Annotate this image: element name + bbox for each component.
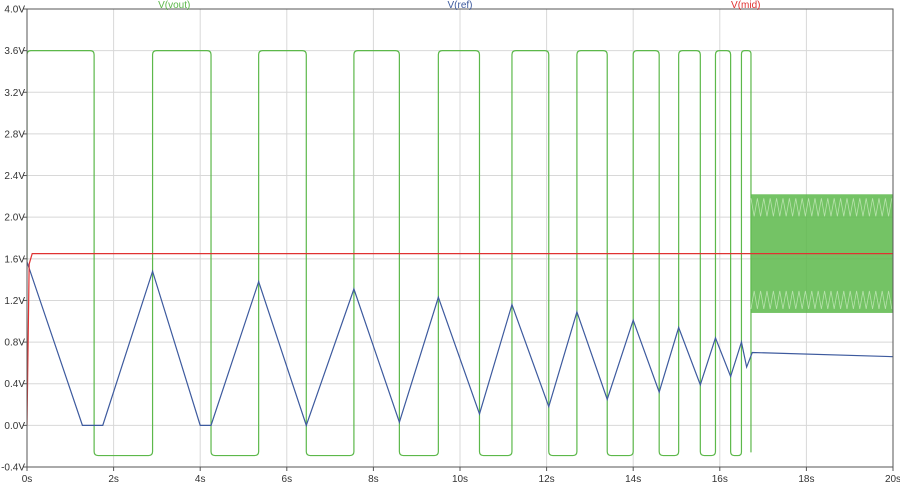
series-line-v-mid [27, 253, 893, 426]
series-line-v-ref [27, 261, 893, 428]
series-layer [27, 50, 893, 457]
x-tick-label: 10s [452, 474, 468, 484]
y-tick-label: 0.0V [4, 421, 25, 432]
y-tick-label: 1.2V [4, 296, 25, 307]
series-line-v-vout [27, 50, 752, 457]
legend-entry-v-mid: V(mid) [731, 0, 760, 11]
y-tick-label: -0.4V [1, 463, 25, 474]
y-tick-label: 3.6V [4, 46, 25, 57]
legend: V(vout) V(ref) V(mid) [158, 0, 760, 11]
legend-entry-v-vout: V(vout) [158, 0, 190, 11]
x-tick-label: 8s [368, 474, 379, 484]
x-tick-label: 4s [195, 474, 206, 484]
tick-labels: 0s 2s 4s 6s 8s 10s 12s 14s 16s 18s 20s 4.0V 3.6V 3.2V… [1, 5, 900, 486]
x-tick-label: 20s [885, 474, 900, 484]
series-band-texture-bottom-v-vout [750, 290, 893, 310]
series-band-texture-top-v-vout [750, 198, 893, 217]
x-tick-label: 0s [22, 474, 33, 484]
y-tick-label: 3.2V [4, 88, 25, 99]
x-tick-label: 18s [798, 474, 814, 484]
y-tick-label: 0.4V [4, 379, 25, 390]
x-tick-label: 6s [282, 474, 293, 484]
x-tick-label: 14s [625, 474, 641, 484]
x-tick-label: 2s [108, 474, 119, 484]
y-tick-label: 2.0V [4, 213, 25, 224]
legend-entry-v-ref: V(ref) [448, 0, 473, 11]
y-tick-label: 2.4V [4, 171, 25, 182]
x-tick-label: 16s [712, 474, 728, 484]
y-tick-label: 1.6V [4, 254, 25, 265]
y-tick-label: 4.0V [4, 5, 25, 16]
x-tick-label: 12s [539, 474, 555, 484]
y-tick-label: 0.8V [4, 338, 25, 349]
y-tick-label: 2.8V [4, 129, 25, 140]
